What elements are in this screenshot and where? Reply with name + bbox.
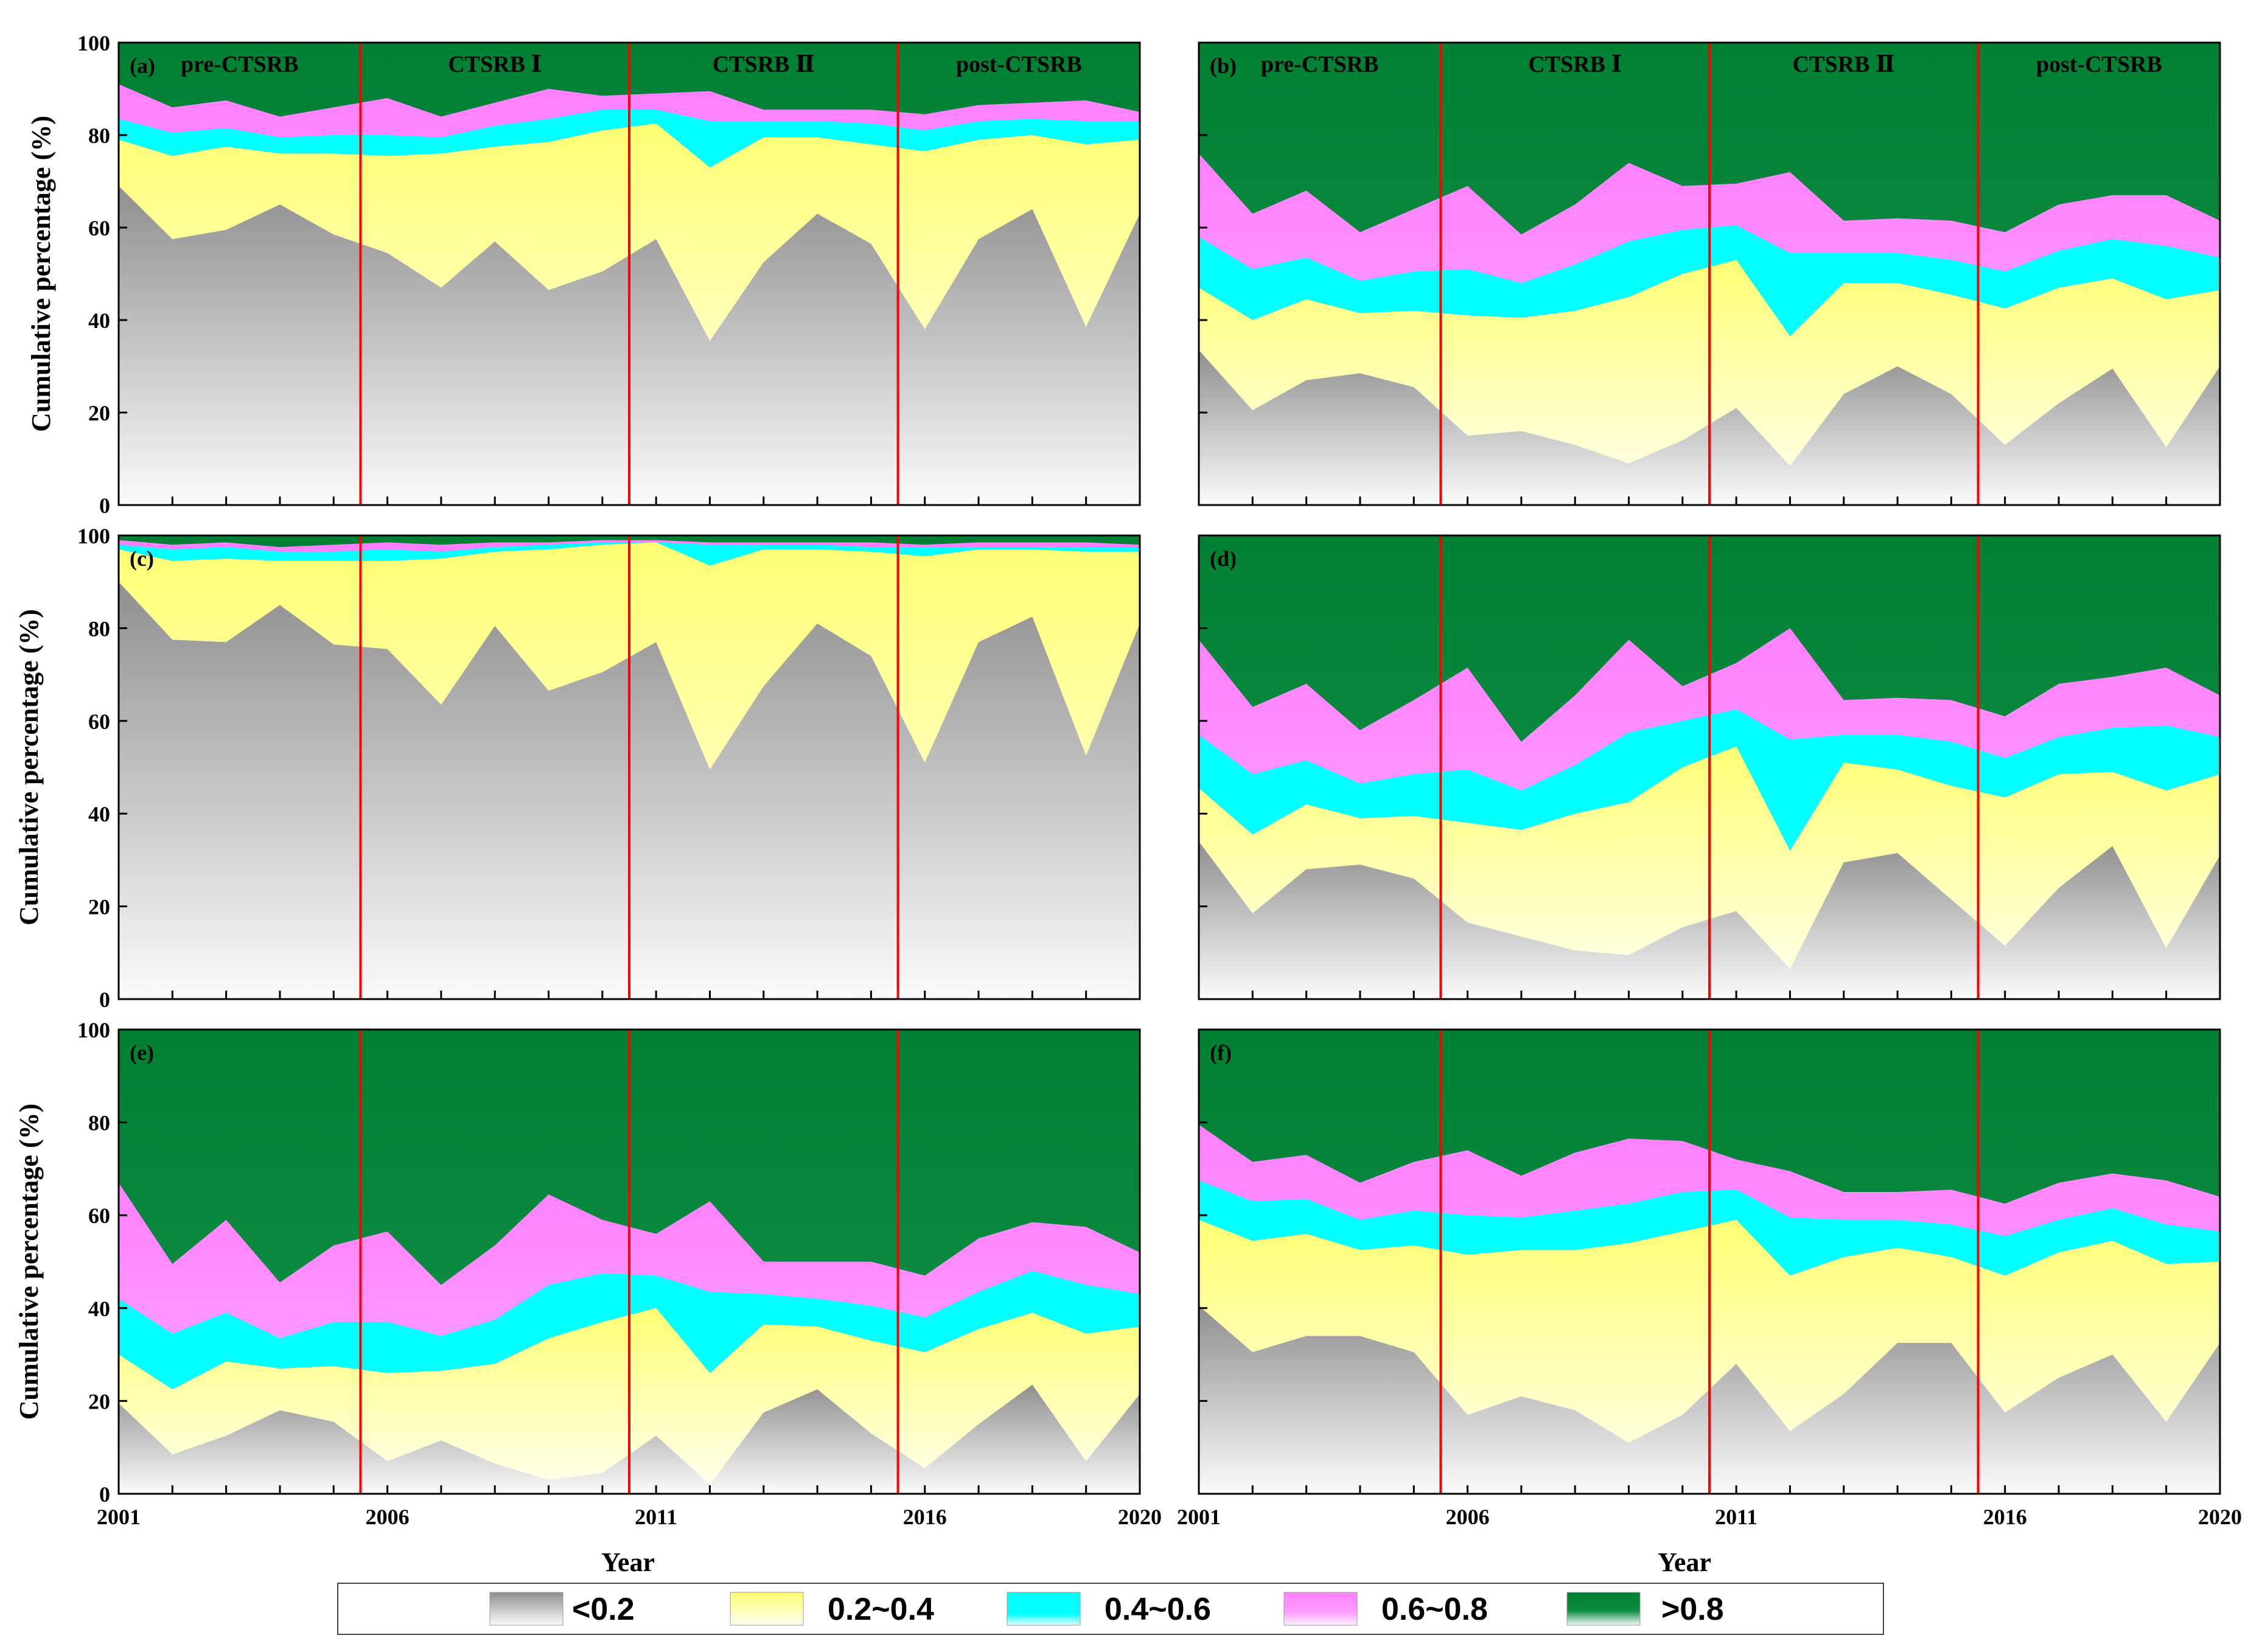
legend: <0.2 0.2~0.4 0.4~0.6 0.6~0.8 >0.8 <box>337 1583 1884 1635</box>
legend-swatch-lt-02 <box>489 1592 564 1626</box>
period-label: pre-CTSRB <box>1261 52 1379 77</box>
y-axis-title: Cumulative percentage (%) <box>26 116 56 432</box>
y-tick-label: 40 <box>88 802 110 826</box>
y-tick-label: 100 <box>77 31 110 55</box>
panel-a: 0 20 40 60 80 100 (a) pre-CTSRB CTSRB Ⅰ CTSRB Ⅱ po… <box>26 31 1141 518</box>
area-lt-02 <box>119 1384 1140 1494</box>
y-tick-label: 100 <box>77 1018 110 1042</box>
panel-label: (b) <box>1210 54 1237 78</box>
plot-frame <box>1198 1028 2221 1495</box>
y-tick-label: 20 <box>88 1389 110 1413</box>
panel-label: (f) <box>1210 1040 1232 1065</box>
x-tick-label: 2001 <box>97 1505 141 1529</box>
x-tick-label: 2016 <box>903 1505 947 1529</box>
y-tick-label: 100 <box>77 524 110 548</box>
panel-label: (c) <box>130 546 154 571</box>
y-tick-label: 80 <box>88 124 110 148</box>
legend-swatch-06-to-08 <box>1283 1592 1358 1626</box>
y-tick-label: 60 <box>88 216 110 240</box>
x-tick-label: 2006 <box>1446 1505 1490 1529</box>
legend-swatch-gt-08 <box>1566 1592 1641 1626</box>
y-tick-label: 60 <box>88 1204 110 1228</box>
plot-frame <box>117 534 1141 1000</box>
y-tick-label: 0 <box>99 1482 110 1507</box>
y-tick-label: 20 <box>88 401 110 425</box>
period-label: CTSRB Ⅱ <box>713 52 815 77</box>
panel-d: (d) <box>1198 534 2221 1000</box>
y-tick-label: 80 <box>88 616 110 641</box>
y-tick-label: 20 <box>88 895 110 919</box>
y-axis-title: Cumulative percentage (%) <box>14 1104 44 1420</box>
y-tick-label: 0 <box>99 988 110 1012</box>
legend-swatch-02-to-04 <box>730 1592 804 1626</box>
plot-frame <box>1198 534 2221 1000</box>
period-label: CTSRB Ⅰ <box>1528 52 1622 77</box>
y-tick-label: 40 <box>88 1297 110 1321</box>
panel-e: 0 20 40 60 80 100 2001 2006 2011 2016 2020 (e) Cumul… <box>14 1018 1162 1529</box>
legend-label-02-to-04: 0.2~0.4 <box>828 1592 934 1627</box>
plot-frame <box>1198 41 2221 506</box>
y-tick-label: 0 <box>99 493 110 518</box>
x-tick-label: 2020 <box>1118 1505 1162 1529</box>
panel-f: 2001 2006 2011 2016 2020 (f) <box>1177 1028 2242 1529</box>
legend-label-gt-08: >0.8 <box>1661 1592 1724 1627</box>
legend-label-06-to-08: 0.6~0.8 <box>1381 1592 1488 1627</box>
legend-label-lt-02: <0.2 <box>572 1592 635 1627</box>
y-axis-title: Cumulative percentage (%) <box>14 609 44 925</box>
y-tick-label: 80 <box>88 1111 110 1135</box>
x-tick-label: 2001 <box>1177 1505 1221 1529</box>
y-tick-label: 40 <box>88 308 110 333</box>
panel-label: (e) <box>130 1040 154 1065</box>
period-label: CTSRB Ⅱ <box>1793 52 1895 77</box>
panel-b: (b) pre-CTSRB CTSRB Ⅰ CTSRB Ⅱ post-CTSRB <box>1198 41 2221 506</box>
plot-frame <box>117 41 1141 506</box>
legend-swatch-04-to-06 <box>1007 1592 1081 1626</box>
panel-label: (d) <box>1210 546 1237 571</box>
legend-label-04-to-06: 0.4~0.6 <box>1105 1592 1211 1627</box>
period-label: post-CTSRB <box>2036 52 2162 77</box>
period-label: CTSRB Ⅰ <box>448 52 542 77</box>
x-axis-title-left: Year <box>601 1547 655 1577</box>
period-label: post-CTSRB <box>956 52 1082 77</box>
plot-frame <box>117 1028 1141 1495</box>
period-label: pre-CTSRB <box>181 52 299 77</box>
panels: 0 20 40 60 80 100 (a) pre-CTSRB CTSRB Ⅰ CTSRB Ⅱ po… <box>14 31 2242 1529</box>
x-tick-label: 2016 <box>1983 1505 2027 1529</box>
x-axis-title-right: Year <box>1658 1547 1711 1577</box>
panel-label: (a) <box>130 54 155 78</box>
x-tick-label: 2020 <box>2198 1505 2242 1529</box>
x-tick-label: 2006 <box>366 1505 410 1529</box>
x-tick-label: 2011 <box>1715 1505 1757 1529</box>
panel-c: 0 20 40 60 80 100 (c) Cumulative percentage (%) <box>14 524 1141 1012</box>
y-tick-label: 60 <box>88 709 110 734</box>
x-tick-label: 2011 <box>635 1505 677 1529</box>
